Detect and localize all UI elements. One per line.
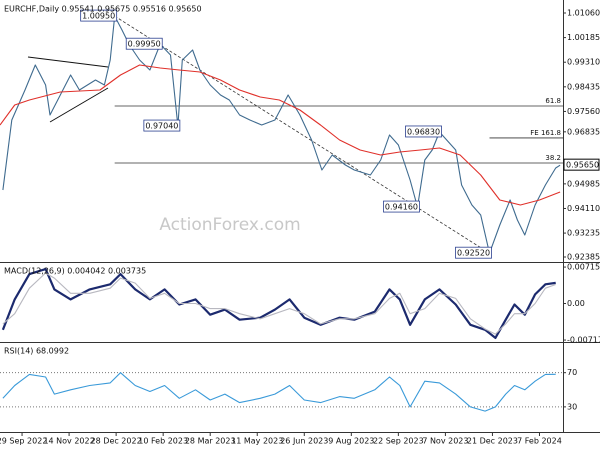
- fib-level-label: 38.2: [545, 154, 561, 162]
- y-tick-label: 0.007159: [567, 263, 600, 272]
- x-tick-label: 9 Aug 2023: [328, 437, 374, 446]
- x-tick-label: 28 Mar 2023: [185, 437, 236, 446]
- y-tick-label: 30: [567, 402, 577, 411]
- x-tick-label: 21 Dec 2023: [467, 437, 518, 446]
- y-tick-label: 0.93235: [567, 229, 600, 238]
- annotation-label: 1.00950: [82, 12, 115, 21]
- x-tick-label: 11 May 2023: [231, 437, 283, 446]
- annotation-label: 0.99950: [128, 40, 161, 49]
- series-line: [2, 15, 561, 254]
- annotation-box: [80, 9, 118, 22]
- series-line: [2, 272, 556, 335]
- annotation-box: [405, 125, 442, 138]
- series-line: [1, 268, 556, 339]
- y-tick-label: 0.96835: [567, 127, 600, 136]
- annotation-label: 0.94160: [385, 203, 418, 212]
- annotation-box: [383, 200, 420, 213]
- annotation-label: 0.96830: [407, 127, 440, 136]
- series-line: [2, 372, 556, 412]
- trend-line: [114, 15, 490, 254]
- y-tick-label: 0.94110: [567, 204, 600, 213]
- x-tick-label: 26 Jun 2023: [280, 437, 328, 446]
- x-tick-label: 29 Sep 2022: [0, 437, 47, 446]
- x-tick-label: 14 Nov 2022: [43, 437, 94, 446]
- triangle-upper: [27, 56, 109, 68]
- y-tick-label: 0.97560: [567, 107, 600, 116]
- annotation-box: [143, 119, 181, 132]
- x-tick-label: 7 Feb 2024: [517, 437, 562, 446]
- x-tick-label: 10 Feb 2023: [138, 437, 188, 446]
- annotation-label: 0.92520: [457, 249, 490, 258]
- x-tick-label: 22 Sep 2023: [373, 437, 424, 446]
- y-tick-label: 0.99310: [567, 58, 600, 67]
- y-tick-label: 0.98435: [567, 82, 600, 91]
- fib-level-label: FE 161.8: [530, 129, 561, 137]
- annotation-label: 0.97040: [145, 122, 178, 131]
- x-tick-label: 28 Dec 2022: [91, 437, 142, 446]
- y-tick-label: 0.94985: [567, 179, 600, 188]
- panel-title: RSI(14) 68.0992: [4, 347, 69, 356]
- annotation-box: [125, 37, 163, 50]
- series-line: [0, 64, 561, 206]
- last-price-box: [563, 158, 600, 171]
- triangle-lower: [49, 87, 109, 123]
- y-tick-label: 0.00: [567, 299, 585, 308]
- panel-title: EURCHF,Daily 0.95541 0.95675 0.95516 0.9…: [4, 5, 202, 14]
- y-tick-label: 0.92385: [567, 252, 600, 261]
- annotation-box: [455, 246, 492, 259]
- y-tick-label: -0.007173: [567, 336, 600, 345]
- y-tick-label: 70: [567, 368, 577, 377]
- x-tick-label: 7 Nov 2023: [422, 437, 468, 446]
- fib-level-label: 61.8: [545, 97, 561, 105]
- panel-title: MACD(12,26,9) 0.004042 0.003735: [4, 267, 146, 276]
- watermark: ActionForex.com: [159, 215, 300, 235]
- y-tick-label: 1.01060: [567, 8, 600, 17]
- y-tick-label: 1.00185: [567, 33, 600, 42]
- last-price-label: 0.95650: [566, 161, 599, 170]
